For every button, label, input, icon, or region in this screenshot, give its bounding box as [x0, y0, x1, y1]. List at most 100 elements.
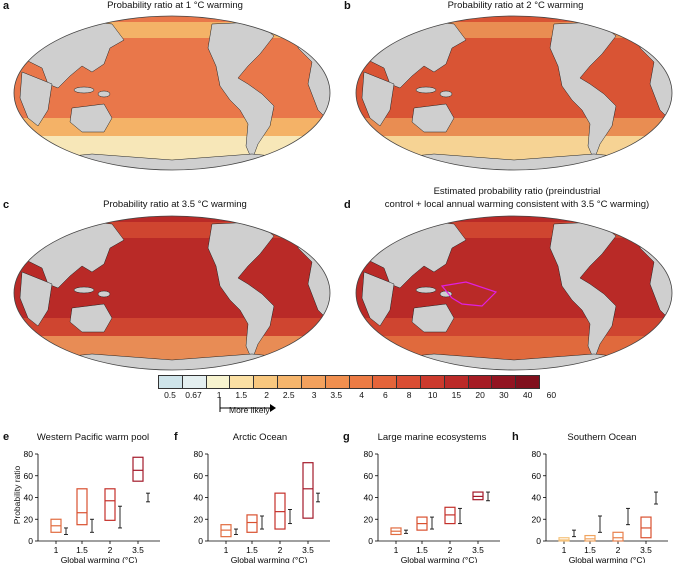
colorbar-tick-label: 2 [264, 390, 269, 400]
y-tick-label: 20 [194, 514, 204, 524]
colorbar-swatch [492, 376, 517, 388]
y-tick-label: 0 [368, 536, 373, 546]
y-tick-label: 80 [364, 449, 374, 459]
box [612, 531, 624, 542]
more-likely-arrow-icon [219, 398, 276, 412]
x-tick-label: 1 [394, 545, 399, 555]
colorbar-tick-label: 2.5 [282, 390, 295, 400]
y-tick-label: 60 [194, 471, 204, 481]
y-tick-label: 0 [198, 536, 203, 546]
world-map-b [355, 15, 673, 171]
x-tick-label: 1 [224, 545, 229, 555]
colorbar-tick-label: 8 [406, 390, 412, 400]
y-tick-label: 80 [194, 449, 204, 459]
colorbar-swatch [373, 376, 398, 388]
colorbar-tick-label: 10 [427, 390, 438, 400]
colorbar-tick-label: 20 [475, 390, 485, 400]
map-title-b: Probability ratio at 2 °C warming [447, 0, 584, 11]
x-tick-label: 1.5 [416, 545, 428, 555]
box [246, 514, 258, 533]
colorbar-tick-label: 1.5 [235, 390, 248, 400]
map-title-d-line1: Estimated probability ratio (preindustri… [433, 186, 601, 197]
x-tick-label: 1 [54, 545, 59, 555]
x-tick-label: 2 [278, 545, 283, 555]
colorbar-tick-label: 15 [451, 390, 462, 400]
x-tick-label: 1.5 [76, 545, 88, 555]
chart-title-e: Western Pacific warm pool [36, 432, 150, 443]
chart-title-g: Large marine ecosystems [377, 432, 487, 443]
panel-letter-f: f [174, 431, 178, 443]
colorbar-swatch [301, 376, 326, 388]
x-tick-label: 3.5 [472, 545, 484, 555]
y-tick-label: 40 [194, 493, 204, 503]
world-map-d [355, 215, 673, 371]
y-tick-label: 0 [28, 536, 33, 546]
colorbar-swatch [468, 376, 493, 388]
y-tick-label: 40 [532, 493, 542, 503]
x-tick-label: 2 [616, 545, 621, 555]
colorbar-swatch [516, 376, 539, 388]
more-likely-label: More likely [229, 405, 270, 415]
panel-letter-g: g [343, 431, 350, 443]
colorbar-swatch [254, 376, 279, 388]
y-tick-label: 40 [364, 493, 374, 503]
y-tick-label: 60 [24, 471, 34, 481]
colorbar-swatch [397, 376, 421, 388]
colorbar-swatch [444, 376, 469, 388]
y-tick-label: 60 [364, 471, 374, 481]
x-tick-label: 1.5 [584, 545, 596, 555]
colorbar-swatch [182, 376, 207, 388]
y-tick-label: 20 [532, 514, 542, 524]
colorbar-tick-label: 30 [499, 390, 509, 400]
colorbar-swatch [325, 376, 350, 388]
panel-letter-h: h [512, 431, 519, 443]
panel-letter-e: e [3, 431, 10, 443]
panel-letter-b: b [344, 0, 351, 12]
y-tick-label: 40 [24, 493, 34, 503]
box [104, 488, 116, 521]
colorbar-tick-label: 4 [359, 390, 364, 400]
x-tick-label: 3.5 [640, 545, 652, 555]
panel-letter-a: a [3, 0, 10, 12]
y-tick-label: 20 [364, 514, 374, 524]
x-axis-label: Global warming (°C) [61, 555, 138, 563]
x-axis-label: Global warming (°C) [401, 555, 478, 563]
colorbar-tick-label: 60 [546, 390, 557, 400]
map-title-a: Probability ratio at 1 °C warming [107, 0, 243, 11]
box [76, 488, 88, 526]
colorbar-tick-label: 3 [311, 390, 317, 400]
map-title-c: Probability ratio at 3.5 °C warming [103, 199, 247, 210]
colorbar-strip [158, 375, 540, 389]
y-tick-label: 60 [532, 471, 542, 481]
x-tick-label: 1.5 [246, 545, 258, 555]
x-tick-label: 2 [448, 545, 453, 555]
colorbar-swatch [349, 376, 374, 388]
box [302, 462, 314, 519]
panel-letter-c: c [3, 199, 10, 211]
colorbar-swatch [420, 376, 445, 388]
y-tick-label: 80 [24, 449, 34, 459]
chart-title-h: Southern Ocean [567, 432, 637, 443]
colorbar-tick-label: 0.67 [185, 390, 202, 400]
chart-title-f: Arctic Ocean [232, 432, 288, 443]
colorbar-tick-label: 6 [383, 390, 388, 400]
colorbar-swatch [159, 376, 183, 388]
world-map-c [13, 215, 331, 371]
map-title-d-line2: control + local annual warming consisten… [384, 199, 650, 210]
y-tick-label: 80 [532, 449, 542, 459]
box [132, 456, 144, 482]
y-tick-label: 20 [24, 514, 34, 524]
x-tick-label: 1 [562, 545, 567, 555]
colorbar-tick-label: 0.5 [164, 390, 176, 400]
x-axis-label: Global warming (°C) [231, 555, 308, 563]
colorbar-tick-label: 1 [216, 390, 222, 400]
x-tick-label: 3.5 [132, 545, 144, 555]
panel-letter-d: d [344, 199, 351, 211]
y-tick-label: 0 [536, 536, 541, 546]
colorbar-tick-label: 40 [522, 390, 533, 400]
colorbar-tick-label: 3.5 [330, 390, 343, 400]
colorbar-swatch [230, 376, 255, 388]
world-map-a [13, 15, 331, 171]
x-tick-label: 2 [108, 545, 113, 555]
